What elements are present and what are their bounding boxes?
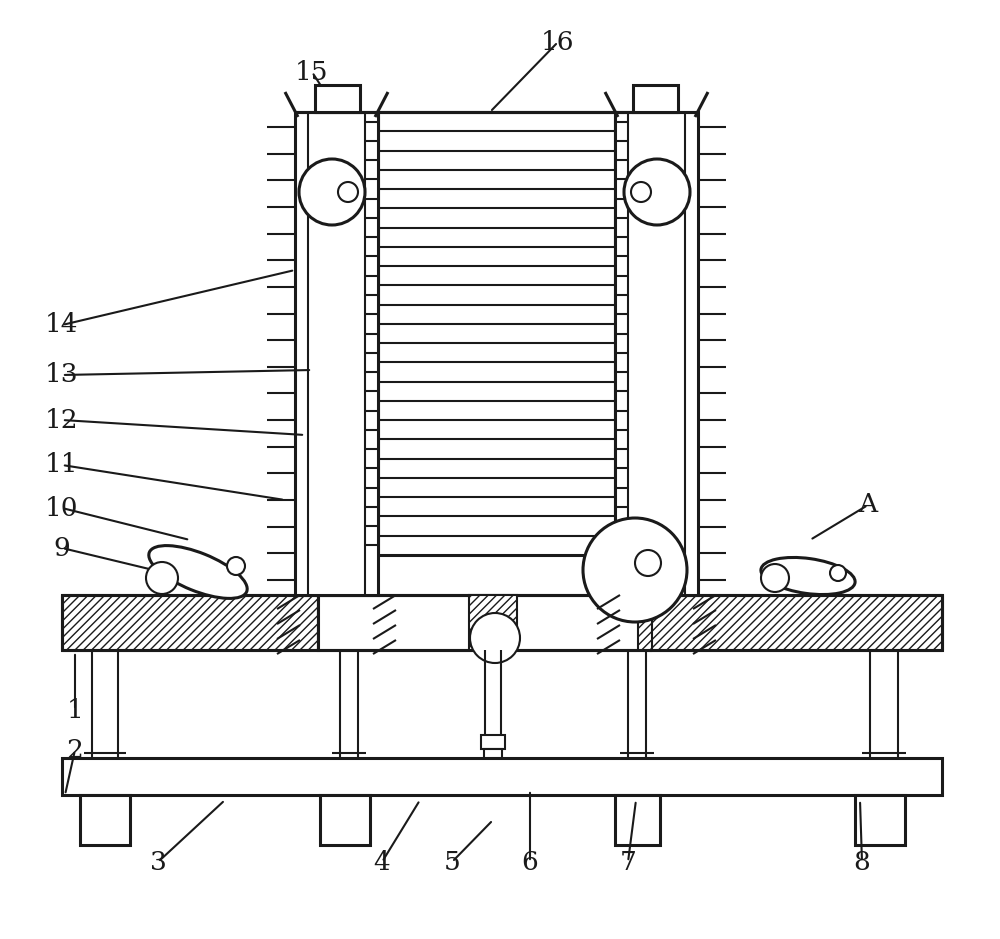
Circle shape (631, 182, 651, 202)
Bar (62, 595, 318, 650)
Ellipse shape (761, 558, 855, 594)
Circle shape (470, 613, 520, 663)
Text: 7: 7 (620, 850, 636, 874)
Bar (650, 595, 942, 650)
Circle shape (635, 550, 661, 576)
Text: 3: 3 (150, 850, 166, 874)
Text: 11: 11 (45, 453, 79, 478)
Ellipse shape (149, 546, 247, 598)
Text: 9: 9 (54, 535, 70, 561)
Bar (469, 595, 517, 650)
Text: 14: 14 (45, 313, 79, 337)
Text: 2: 2 (67, 737, 83, 762)
Bar (62, 758, 942, 795)
Bar (633, 85, 678, 112)
Bar (295, 112, 378, 595)
Circle shape (146, 562, 178, 594)
Text: 5: 5 (444, 850, 460, 874)
Text: 10: 10 (45, 496, 79, 520)
Bar (320, 795, 370, 845)
Circle shape (227, 557, 245, 575)
Bar (855, 795, 905, 845)
Circle shape (761, 564, 789, 592)
Circle shape (830, 565, 846, 581)
Bar (318, 595, 650, 650)
Text: 4: 4 (374, 850, 390, 874)
Text: 12: 12 (45, 408, 79, 433)
Bar (378, 112, 615, 555)
Bar (615, 795, 660, 845)
Bar (638, 595, 652, 650)
Bar (484, 749, 502, 758)
Circle shape (299, 159, 365, 225)
Circle shape (338, 182, 358, 202)
Text: 8: 8 (854, 850, 870, 874)
Text: 15: 15 (295, 59, 329, 85)
Bar (315, 85, 360, 112)
Bar (80, 795, 130, 845)
Bar (615, 112, 698, 595)
Text: 1: 1 (67, 698, 83, 722)
Bar (481, 735, 505, 749)
Text: A: A (858, 492, 878, 517)
Text: 13: 13 (45, 362, 79, 388)
Text: 6: 6 (522, 850, 538, 874)
Text: 16: 16 (541, 29, 575, 54)
Circle shape (624, 159, 690, 225)
Circle shape (583, 518, 687, 622)
